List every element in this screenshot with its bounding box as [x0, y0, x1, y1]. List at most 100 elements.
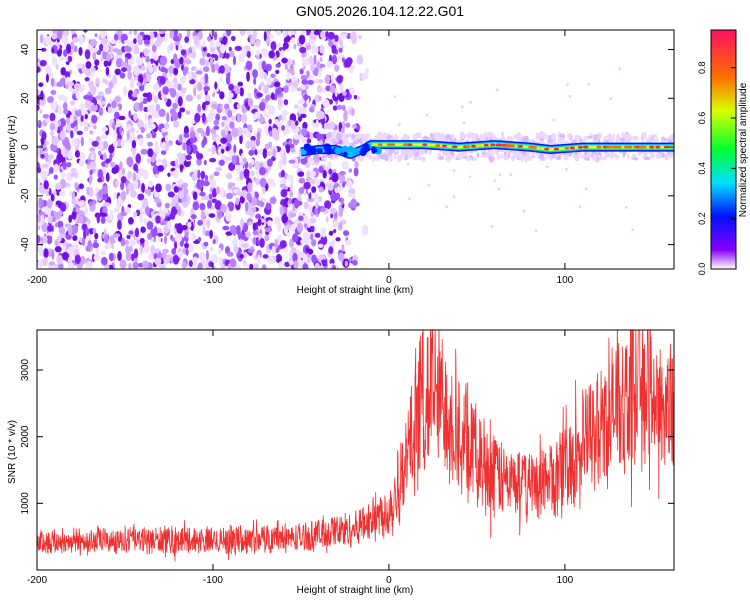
halo-speckle — [331, 131, 335, 140]
snr-x-tick-label: 100 — [557, 575, 574, 586]
noise-speckle — [139, 96, 144, 103]
noise-speckle — [267, 255, 275, 265]
track-peak — [465, 145, 471, 148]
noise-speckle — [132, 65, 140, 75]
noise-speckle — [219, 76, 223, 82]
noise-speckle — [196, 157, 202, 166]
noise-speckle — [330, 192, 337, 202]
noise-speckle — [148, 64, 153, 74]
noise-speckle — [324, 74, 331, 85]
noise-speckle — [59, 126, 64, 131]
halo-speckle — [394, 133, 398, 142]
track-peak — [390, 143, 396, 146]
noise-speckle — [138, 167, 145, 177]
noise-speckle — [271, 245, 276, 256]
noise-speckle — [37, 104, 40, 111]
noise-speckle — [114, 111, 120, 120]
halo-speckle — [500, 153, 504, 159]
noise-speckle — [184, 242, 190, 249]
halo-speckle — [586, 150, 592, 156]
noise-speckle — [208, 213, 216, 218]
noise-speckle — [270, 182, 277, 187]
noise-speckle — [96, 50, 102, 56]
noise-speckle — [123, 39, 132, 45]
track-blob — [341, 145, 349, 154]
noise-speckle — [178, 32, 183, 40]
noise-speckle — [285, 35, 291, 43]
noise-speckle — [114, 68, 121, 76]
noise-speckle — [269, 130, 273, 138]
noise-speckle — [273, 81, 281, 88]
noise-speckle — [101, 126, 109, 132]
halo-speckle — [500, 133, 505, 139]
noise-speckle — [356, 54, 364, 65]
noise-speckle — [68, 214, 73, 223]
noise-speckle — [96, 213, 100, 224]
noise-speckle — [91, 47, 98, 53]
noise-speckle — [197, 169, 201, 179]
sparse-speckle — [393, 95, 397, 99]
noise-speckle — [329, 121, 336, 130]
noise-speckle — [53, 163, 59, 173]
noise-speckle — [346, 179, 353, 190]
halo-speckle — [466, 156, 471, 162]
noise-speckle — [270, 92, 275, 100]
noise-speckle — [176, 222, 183, 232]
noise-speckle — [288, 197, 292, 205]
halo-speckle — [399, 152, 404, 161]
noise-speckle — [266, 76, 272, 86]
noise-speckle — [339, 174, 346, 184]
noise-speckle — [298, 134, 304, 140]
noise-speckle — [316, 60, 321, 70]
noise-speckle — [56, 30, 63, 40]
noise-speckle — [146, 220, 154, 230]
noise-speckle — [42, 257, 48, 266]
noise-speckle — [114, 96, 121, 103]
noise-speckle — [312, 44, 319, 55]
noise-speckle — [241, 242, 250, 249]
snr-x-tick-label: -100 — [203, 575, 223, 586]
noise-speckle — [265, 226, 273, 233]
sparse-speckle — [564, 167, 568, 171]
noise-speckle — [251, 189, 255, 199]
noise-speckle — [133, 102, 141, 112]
noise-speckle — [291, 37, 295, 44]
noise-speckle — [154, 140, 159, 148]
noise-speckle — [177, 111, 182, 119]
noise-speckle — [88, 186, 93, 195]
noise-speckle — [159, 76, 166, 85]
halo-speckle — [419, 148, 425, 156]
noise-speckle — [143, 244, 150, 254]
sparse-speckle — [469, 100, 472, 104]
halo-speckle — [387, 134, 392, 140]
noise-speckle — [270, 156, 276, 162]
noise-speckle — [192, 201, 200, 211]
noise-speckle — [303, 181, 311, 190]
noise-speckle — [80, 114, 84, 122]
noise-speckle — [258, 200, 265, 208]
halo-speckle — [633, 157, 639, 161]
noise-speckle — [335, 192, 341, 200]
noise-speckle — [205, 249, 209, 261]
noise-speckle — [161, 211, 166, 220]
noise-speckle — [224, 124, 229, 135]
noise-speckle — [220, 203, 227, 213]
noise-speckle — [98, 107, 104, 116]
noise-speckle — [51, 33, 58, 40]
halo-speckle — [444, 156, 452, 162]
noise-speckle — [39, 59, 47, 67]
track-blob — [324, 146, 333, 155]
noise-speckle — [292, 233, 299, 243]
noise-speckle — [202, 225, 206, 236]
noise-speckle — [289, 212, 297, 218]
noise-speckle — [163, 235, 167, 245]
halo-speckle — [643, 156, 651, 161]
noise-speckle — [213, 125, 220, 130]
noise-speckle — [130, 136, 138, 143]
noise-speckle — [134, 227, 140, 238]
track-peak — [627, 145, 633, 149]
noise-speckle — [56, 235, 62, 242]
noise-speckle — [225, 30, 232, 37]
noise-speckle — [192, 256, 199, 265]
noise-speckle — [193, 66, 198, 71]
